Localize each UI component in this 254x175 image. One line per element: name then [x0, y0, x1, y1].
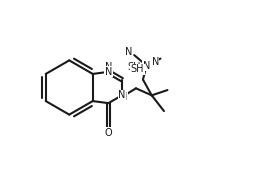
Text: N: N	[143, 61, 150, 71]
Text: N: N	[105, 62, 112, 72]
Text: N: N	[152, 57, 159, 67]
Text: N: N	[118, 90, 126, 100]
Text: O: O	[105, 128, 112, 138]
Text: N: N	[105, 67, 112, 77]
Text: O: O	[105, 130, 112, 140]
Text: SH: SH	[131, 64, 144, 74]
Text: N: N	[120, 92, 128, 102]
Text: N: N	[125, 47, 133, 57]
Text: SH: SH	[127, 62, 141, 72]
